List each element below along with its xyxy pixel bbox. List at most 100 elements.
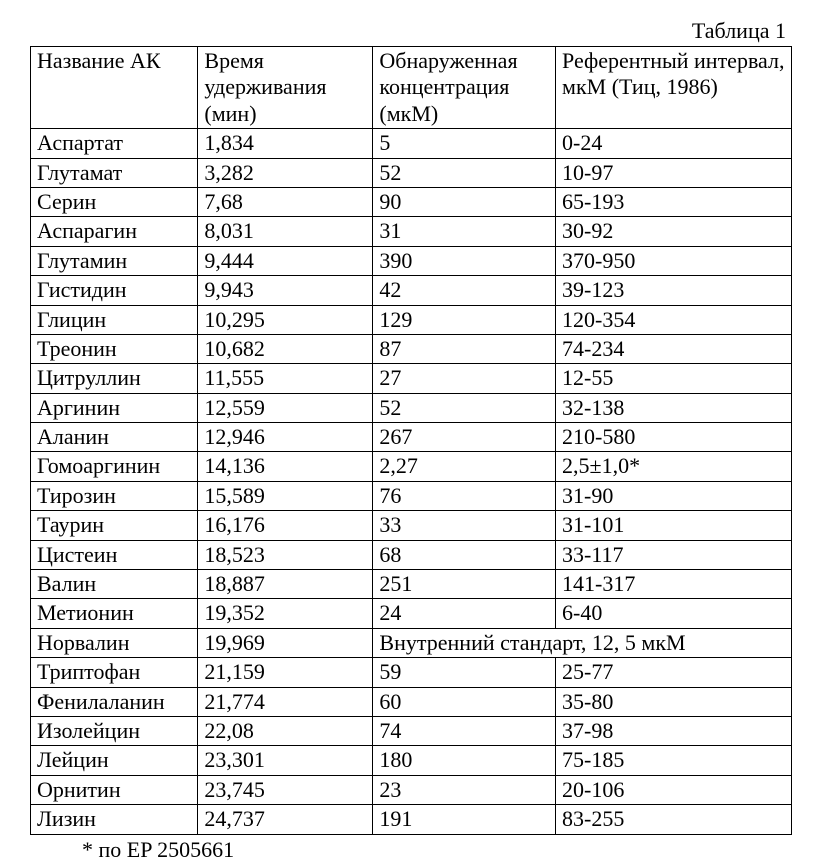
cell-concentration: 129 xyxy=(373,305,556,334)
cell-retention-time: 7,68 xyxy=(198,187,373,216)
cell-concentration: 33 xyxy=(373,511,556,540)
cell-concentration: 59 xyxy=(373,658,556,687)
cell-name: Тирозин xyxy=(31,481,198,510)
table-row: Норвалин19,969Внутренний стандарт, 12, 5… xyxy=(31,628,792,657)
cell-concentration: 24 xyxy=(373,599,556,628)
cell-retention-time: 18,523 xyxy=(198,540,373,569)
cell-retention-time: 12,946 xyxy=(198,423,373,452)
cell-internal-standard: Внутренний стандарт, 12, 5 мкМ xyxy=(373,628,792,657)
cell-retention-time: 23,745 xyxy=(198,775,373,804)
table-row: Лейцин23,30118075-185 xyxy=(31,746,792,775)
cell-retention-time: 9,943 xyxy=(198,276,373,305)
table-row: Цитруллин11,5552712-55 xyxy=(31,364,792,393)
cell-reference-interval: 31-101 xyxy=(556,511,792,540)
cell-reference-interval: 2,5±1,0* xyxy=(556,452,792,481)
table-row: Изолейцин22,087437-98 xyxy=(31,716,792,745)
cell-retention-time: 21,774 xyxy=(198,687,373,716)
header-name: Название АК xyxy=(31,47,198,129)
cell-reference-interval: 120-354 xyxy=(556,305,792,334)
cell-name: Орнитин xyxy=(31,775,198,804)
cell-retention-time: 1,834 xyxy=(198,129,373,158)
table-body: Аспартат1,83450-24Глутамат3,2825210-97Се… xyxy=(31,129,792,834)
table-row: Серин7,689065-193 xyxy=(31,187,792,216)
header-row: Название АК Время удерживания (мин) Обна… xyxy=(31,47,792,129)
table-row: Цистеин18,5236833-117 xyxy=(31,540,792,569)
cell-name: Лизин xyxy=(31,805,198,834)
cell-retention-time: 10,682 xyxy=(198,334,373,363)
table-row: Аспарагин8,0313130-92 xyxy=(31,217,792,246)
cell-concentration: 27 xyxy=(373,364,556,393)
cell-name: Валин xyxy=(31,570,198,599)
table-row: Таурин16,1763331-101 xyxy=(31,511,792,540)
table-row: Аргинин12,5595232-138 xyxy=(31,393,792,422)
table-row: Валин18,887251141-317 xyxy=(31,570,792,599)
cell-name: Цистеин xyxy=(31,540,198,569)
cell-concentration: 31 xyxy=(373,217,556,246)
cell-reference-interval: 75-185 xyxy=(556,746,792,775)
cell-reference-interval: 12-55 xyxy=(556,364,792,393)
cell-concentration: 60 xyxy=(373,687,556,716)
cell-concentration: 23 xyxy=(373,775,556,804)
cell-reference-interval: 74-234 xyxy=(556,334,792,363)
cell-concentration: 76 xyxy=(373,481,556,510)
cell-reference-interval: 83-255 xyxy=(556,805,792,834)
table-row: Орнитин23,7452320-106 xyxy=(31,775,792,804)
cell-retention-time: 24,737 xyxy=(198,805,373,834)
cell-retention-time: 22,08 xyxy=(198,716,373,745)
cell-retention-time: 23,301 xyxy=(198,746,373,775)
cell-concentration: 390 xyxy=(373,246,556,275)
cell-retention-time: 19,352 xyxy=(198,599,373,628)
cell-name: Триптофан xyxy=(31,658,198,687)
table-row: Лизин24,73719183-255 xyxy=(31,805,792,834)
cell-name: Норвалин xyxy=(31,628,198,657)
cell-reference-interval: 0-24 xyxy=(556,129,792,158)
cell-retention-time: 21,159 xyxy=(198,658,373,687)
cell-reference-interval: 6-40 xyxy=(556,599,792,628)
cell-concentration: 52 xyxy=(373,158,556,187)
cell-reference-interval: 39-123 xyxy=(556,276,792,305)
cell-retention-time: 9,444 xyxy=(198,246,373,275)
cell-reference-interval: 10-97 xyxy=(556,158,792,187)
cell-retention-time: 8,031 xyxy=(198,217,373,246)
table-row: Гомоаргинин14,1362,272,5±1,0* xyxy=(31,452,792,481)
cell-name: Лейцин xyxy=(31,746,198,775)
table-row: Треонин10,6828774-234 xyxy=(31,334,792,363)
cell-retention-time: 11,555 xyxy=(198,364,373,393)
cell-name: Метионин xyxy=(31,599,198,628)
cell-retention-time: 10,295 xyxy=(198,305,373,334)
cell-concentration: 68 xyxy=(373,540,556,569)
cell-reference-interval: 37-98 xyxy=(556,716,792,745)
table-row: Глутамат3,2825210-97 xyxy=(31,158,792,187)
cell-reference-interval: 65-193 xyxy=(556,187,792,216)
header-concentration: Обнаруженная концентрация (мкМ) xyxy=(373,47,556,129)
amino-acid-table: Название АК Время удерживания (мин) Обна… xyxy=(30,46,792,835)
cell-concentration: 191 xyxy=(373,805,556,834)
footnote: * по EP 2505661 xyxy=(30,837,792,863)
table-row: Глицин10,295129120-354 xyxy=(31,305,792,334)
cell-name: Треонин xyxy=(31,334,198,363)
cell-retention-time: 19,969 xyxy=(198,628,373,657)
header-reference-interval: Референтный интервал, мкМ (Тиц, 1986) xyxy=(556,47,792,129)
cell-concentration: 267 xyxy=(373,423,556,452)
cell-reference-interval: 141-317 xyxy=(556,570,792,599)
cell-name: Фенилаланин xyxy=(31,687,198,716)
cell-reference-interval: 370-950 xyxy=(556,246,792,275)
cell-retention-time: 14,136 xyxy=(198,452,373,481)
cell-concentration: 52 xyxy=(373,393,556,422)
cell-name: Аланин xyxy=(31,423,198,452)
table-row: Метионин19,352246-40 xyxy=(31,599,792,628)
cell-retention-time: 16,176 xyxy=(198,511,373,540)
table-row: Фенилаланин21,7746035-80 xyxy=(31,687,792,716)
cell-concentration: 2,27 xyxy=(373,452,556,481)
cell-name: Аспартат xyxy=(31,129,198,158)
cell-concentration: 180 xyxy=(373,746,556,775)
table-row: Аспартат1,83450-24 xyxy=(31,129,792,158)
cell-reference-interval: 35-80 xyxy=(556,687,792,716)
table-row: Гистидин9,9434239-123 xyxy=(31,276,792,305)
cell-reference-interval: 31-90 xyxy=(556,481,792,510)
cell-name: Таурин xyxy=(31,511,198,540)
cell-retention-time: 18,887 xyxy=(198,570,373,599)
table-row: Глутамин9,444390370-950 xyxy=(31,246,792,275)
table-row: Аланин12,946267210-580 xyxy=(31,423,792,452)
cell-concentration: 87 xyxy=(373,334,556,363)
